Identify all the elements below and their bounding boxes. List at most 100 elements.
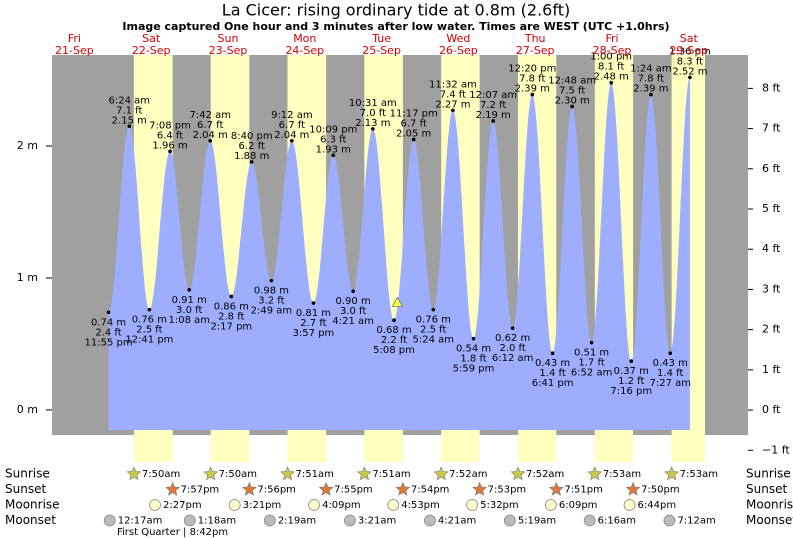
extreme-label: 7:16 pm <box>610 386 652 397</box>
extreme-label: 2.5 ft <box>420 325 446 336</box>
extreme-label: 0.43 m <box>653 358 688 369</box>
y2-tick-label: 6 ft <box>762 162 781 175</box>
moonset-icon <box>344 514 356 527</box>
sunrise-icon <box>203 466 219 481</box>
extreme-label: 0.76 m <box>132 315 167 326</box>
event-time: 7:53am <box>603 469 641 480</box>
y2-tick-label: 2 ft <box>762 323 781 336</box>
sunset-icon <box>318 481 334 496</box>
extreme-label: 7.5 ft <box>559 85 585 96</box>
extreme-dot <box>269 278 274 283</box>
extreme-label: 7.0 ft <box>360 108 386 119</box>
row-label: Sunrise <box>5 467 50 481</box>
day-date: 26-Sep <box>439 44 478 57</box>
day-date: 23-Sep <box>209 44 248 57</box>
extreme-label: 5:24 am <box>413 335 455 346</box>
extreme-label: 8.1 ft <box>598 62 624 73</box>
extreme-label: 0.90 m <box>336 296 371 307</box>
extreme-dot <box>668 351 673 355</box>
sunset-icon <box>165 481 181 496</box>
extreme-label: 10:09 pm <box>309 124 357 135</box>
event-time: 7:12am <box>677 516 715 527</box>
extreme-dot <box>168 149 172 154</box>
day-date: 24-Sep <box>285 44 324 57</box>
event-time: 3:21pm <box>243 500 282 511</box>
extreme-label: 6.2 ft <box>239 141 265 152</box>
extreme-dot <box>411 137 416 142</box>
extreme-label: 6.3 ft <box>320 134 346 145</box>
event-time: 4:09pm <box>322 500 361 511</box>
y-tick-label: 0 m <box>17 403 38 416</box>
extreme-label: 6.7 ft <box>197 120 223 131</box>
day-weekday: Mon <box>293 32 316 45</box>
event-time: 4:53pm <box>401 500 440 511</box>
extreme-label: 7:08 pm <box>149 120 191 131</box>
extreme-label: 7.1 ft <box>116 105 142 116</box>
extreme-label: 5:59 pm <box>453 364 495 375</box>
extreme-label: 6.4 ft <box>157 130 183 141</box>
extreme-dot <box>491 119 495 123</box>
extreme-label: 12:20 pm <box>508 64 556 75</box>
moonrise-icon <box>308 499 320 511</box>
extreme-label: 3.0 ft <box>340 306 366 317</box>
event-time: 2:19am <box>278 516 316 527</box>
moon-phase: First Quarter | 8:42pm <box>117 527 228 538</box>
extreme-label: 7.8 ft <box>519 74 545 85</box>
extreme-label: 1:00 pm <box>590 52 632 63</box>
extreme-dot <box>550 351 555 355</box>
sunrise-icon <box>510 466 526 481</box>
extreme-label: 1.93 m <box>316 144 351 155</box>
extreme-label: 7.2 ft <box>480 100 506 111</box>
y2-tick-label: 0 ft <box>762 403 781 416</box>
y2-tick-label: 8 ft <box>762 81 781 94</box>
day-date: 21-Sep <box>55 44 94 57</box>
day-weekday: Tue <box>371 32 391 45</box>
y2-tick-label: 3 ft <box>762 282 781 295</box>
extreme-label: 6:12 am <box>492 353 534 364</box>
extreme-dot <box>451 108 455 113</box>
extreme-label: 6.7 ft <box>401 118 427 129</box>
extreme-label: 8.3 ft <box>677 56 703 67</box>
extreme-dot <box>392 318 396 323</box>
extreme-label: 0.54 m <box>456 344 491 355</box>
extreme-label: 1:36 pm <box>669 46 711 57</box>
moonrise-icon <box>228 499 241 511</box>
extreme-label: 2.30 m <box>555 95 590 106</box>
extreme-label: 1:08 am <box>168 315 210 326</box>
extreme-label: 3.2 ft <box>258 296 284 307</box>
day-weekday: Wed <box>446 32 470 45</box>
extreme-label: 5:08 pm <box>373 345 415 356</box>
extreme-label: 6:52 am <box>571 368 613 379</box>
event-time: 7:54pm <box>411 485 450 496</box>
event-time: 3:21am <box>358 516 396 527</box>
extreme-dot <box>331 153 336 158</box>
row-label: Moonrise <box>5 498 60 512</box>
extreme-dot <box>629 359 634 363</box>
sunrise-icon <box>356 466 372 481</box>
moonset-icon <box>183 514 196 527</box>
row-label-right: Sunset <box>746 482 787 496</box>
extreme-label: 1:24 am <box>630 64 672 75</box>
extreme-label: 11:32 am <box>429 79 477 90</box>
row-label: Moonset <box>5 513 56 527</box>
event-time: 6:09pm <box>559 500 598 511</box>
extreme-label: 10:31 am <box>349 98 397 109</box>
y2-tick-label: 4 ft <box>762 242 781 255</box>
event-time: 7:51am <box>372 469 410 480</box>
extreme-dot <box>147 307 152 312</box>
event-time: 7:50am <box>219 469 257 480</box>
extreme-label: 2.0 ft <box>499 343 525 354</box>
extreme-label: 11:55 pm <box>84 337 132 348</box>
moonset-icon <box>663 514 676 527</box>
extreme-label: 12:41 pm <box>125 335 173 346</box>
y2-tick-label: 1 ft <box>762 363 781 376</box>
extreme-label: 7.4 ft <box>440 89 466 100</box>
extreme-label: 2.39 m <box>633 84 668 95</box>
extreme-dot <box>609 80 613 85</box>
extreme-label: 2.04 m <box>193 130 228 141</box>
extreme-label: 1.4 ft <box>657 368 683 379</box>
event-time: 12:17am <box>118 516 163 527</box>
row-label-right: Sunrise <box>746 467 791 481</box>
event-time: 7:51am <box>296 469 334 480</box>
extreme-label: 2.27 m <box>435 99 470 110</box>
